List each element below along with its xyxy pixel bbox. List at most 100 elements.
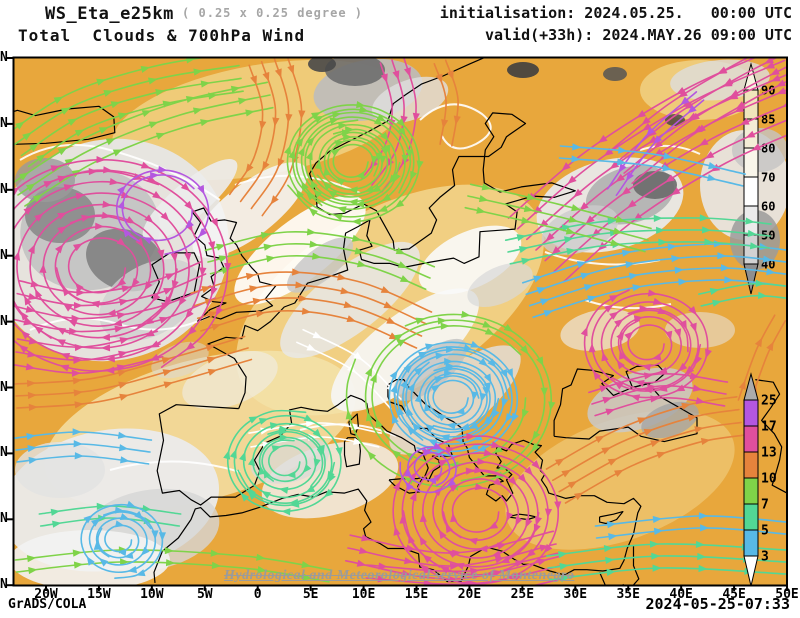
streamline-arrowhead (663, 152, 673, 160)
streamline-arrowhead (74, 129, 85, 137)
streamline-arrowhead (271, 445, 282, 453)
streamline-arrowhead (698, 512, 708, 520)
streamline-arrowhead (757, 291, 768, 299)
streamline-arrowhead (739, 117, 750, 125)
streamline-arrowhead (567, 480, 578, 489)
streamline-arrowhead (163, 381, 174, 389)
streamline-arrowhead (587, 295, 597, 303)
streamline-arrowhead (223, 450, 231, 460)
streamline-arrowhead (158, 532, 166, 542)
streamline (13, 64, 240, 146)
streamline-arrowhead (334, 140, 345, 148)
streamline-arrowhead (505, 412, 514, 423)
streamline-arrowhead (306, 228, 317, 236)
streamline-arrowhead (637, 417, 647, 425)
streamline-arrowhead (380, 73, 388, 84)
streamline-arrowhead (468, 537, 478, 545)
streamline-arrowhead (39, 263, 47, 274)
streamline-arrowhead (603, 544, 614, 553)
streamline-arrowhead (114, 506, 125, 514)
streamline-arrowhead (658, 238, 668, 246)
streamline-arrowhead (358, 547, 369, 555)
streamline-arrowhead (262, 71, 270, 82)
streamline-arrowhead (279, 433, 289, 441)
streamline-arrowhead (296, 189, 304, 199)
streamline (433, 63, 447, 145)
streamline-arrowhead (609, 311, 619, 320)
streamline-arrowhead (22, 132, 32, 141)
streamline-arrowhead (641, 116, 651, 126)
streamline-arrowhead (297, 146, 305, 157)
streamline (15, 347, 249, 397)
lat-tick-label: N (0, 577, 8, 593)
streamline-arrowhead (159, 316, 169, 324)
streamline-arrowhead (500, 368, 508, 379)
streamline-arrowhead (621, 249, 632, 257)
streamline-arrowhead (694, 355, 702, 365)
streamline-arrowhead (287, 64, 295, 75)
streamline-arrowhead (494, 556, 505, 564)
streamline-arrowhead (493, 445, 503, 454)
streamline-arrowhead (643, 428, 654, 436)
streamline-arrowhead (210, 217, 218, 228)
streamline-arrowhead (680, 96, 690, 106)
streamline (504, 217, 772, 241)
streamline-arrowhead (652, 564, 662, 572)
streamline-arrowhead (36, 154, 46, 163)
streamline-arrowhead (56, 327, 67, 335)
streamline-arrowhead (579, 202, 589, 211)
streamline-arrowhead (607, 217, 617, 225)
streamline-arrowhead (145, 329, 155, 337)
streamline-arrowhead (352, 234, 362, 242)
streamline-arrowhead (603, 304, 614, 313)
streamline-arrowhead (536, 287, 547, 294)
streamline-arrowhead (151, 292, 161, 303)
lat-tick-label: N (0, 50, 8, 65)
streamline-arrowhead (285, 113, 293, 124)
streamline-arrowhead (72, 243, 83, 252)
streamline (422, 461, 539, 560)
streamline-arrowhead (119, 393, 129, 401)
streamline-arrowhead (96, 155, 106, 164)
streamline-arrowhead (482, 320, 492, 328)
streamline-arrowhead (291, 268, 302, 276)
streamline-arrowhead (114, 325, 124, 333)
streamline-arrowhead (277, 158, 285, 168)
streamline-arrowhead (260, 231, 271, 239)
generation-timestamp: 2024-05-25-07:33 (645, 595, 791, 613)
streamline (316, 131, 389, 195)
streamline-arrowhead (309, 240, 319, 248)
streamline-arrowhead (337, 273, 347, 281)
lon-tick-label: 35E (616, 587, 640, 602)
streamline (402, 452, 549, 576)
streamline-arrowhead (533, 523, 541, 534)
streamline-arrowhead (508, 476, 517, 486)
wind-legend-label: 7 (761, 498, 769, 513)
streamline-arrowhead (67, 118, 78, 126)
streamline-arrowhead (526, 193, 537, 201)
streamline-arrowhead (689, 322, 697, 333)
streamline-arrowhead (330, 148, 341, 157)
streamline-arrowhead (28, 567, 38, 575)
streamline (516, 59, 786, 230)
streamline-arrowhead (118, 381, 128, 389)
streamline-arrowhead (521, 216, 531, 224)
streamline-arrowhead (24, 295, 32, 306)
streamline-arrowhead (571, 204, 581, 212)
streamline-arrowhead (754, 337, 763, 348)
streamline-arrowhead (653, 135, 663, 145)
streamline-arrowhead (671, 187, 681, 196)
streamline-arrowhead (98, 127, 109, 135)
streamline-arrowhead (27, 292, 38, 300)
streamline (16, 358, 253, 409)
streamline (600, 301, 699, 390)
streamline-arrowhead (615, 215, 626, 223)
streamline-arrowhead (656, 451, 667, 459)
streamline-arrowhead (57, 175, 68, 183)
streamline-arrowhead (470, 340, 480, 348)
streamline-arrowhead (397, 261, 408, 269)
streamline-arrowhead (390, 383, 398, 394)
streamline-arrowhead (636, 110, 647, 118)
streamline-arrowhead (71, 369, 81, 377)
streamline-arrowhead (792, 126, 800, 136)
